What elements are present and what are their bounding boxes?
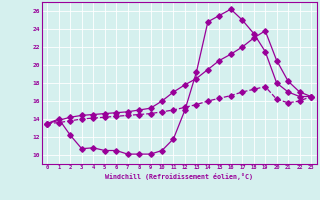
X-axis label: Windchill (Refroidissement éolien,°C): Windchill (Refroidissement éolien,°C) [105,173,253,180]
